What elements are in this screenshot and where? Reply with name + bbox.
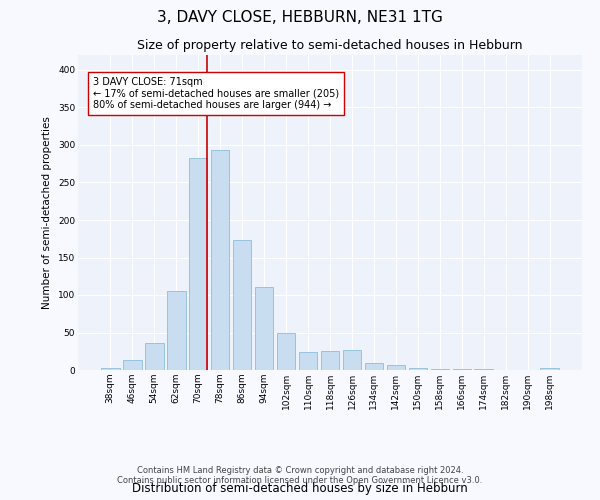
Bar (101, 368, 119, 370)
Bar (431, 368, 449, 370)
Bar (452, 369, 471, 370)
Bar (211, 150, 229, 370)
Text: 3 DAVY CLOSE: 71sqm
← 17% of semi-detached houses are smaller (205)
80% of semi-: 3 DAVY CLOSE: 71sqm ← 17% of semi-detach… (93, 77, 339, 110)
Bar (233, 240, 251, 370)
Bar (277, 333, 295, 370)
Bar (145, 343, 164, 370)
Bar (475, 369, 493, 370)
Text: Distribution of semi-detached houses by size in Hebburn: Distribution of semi-detached houses by … (132, 482, 468, 495)
Bar (167, 290, 185, 370)
Bar (386, 365, 405, 370)
Bar (409, 368, 427, 370)
Text: 3, DAVY CLOSE, HEBBURN, NE31 1TG: 3, DAVY CLOSE, HEBBURN, NE31 1TG (157, 10, 443, 25)
Bar (123, 360, 142, 370)
Y-axis label: Number of semi-detached properties: Number of semi-detached properties (43, 116, 52, 309)
Text: Contains HM Land Registry data © Crown copyright and database right 2024.
Contai: Contains HM Land Registry data © Crown c… (118, 466, 482, 485)
Bar (541, 368, 559, 370)
Bar (255, 287, 274, 370)
Bar (299, 352, 317, 370)
Bar (365, 362, 383, 370)
Bar (343, 350, 361, 370)
Bar (320, 351, 340, 370)
Bar (189, 158, 208, 370)
Title: Size of property relative to semi-detached houses in Hebburn: Size of property relative to semi-detach… (137, 40, 523, 52)
